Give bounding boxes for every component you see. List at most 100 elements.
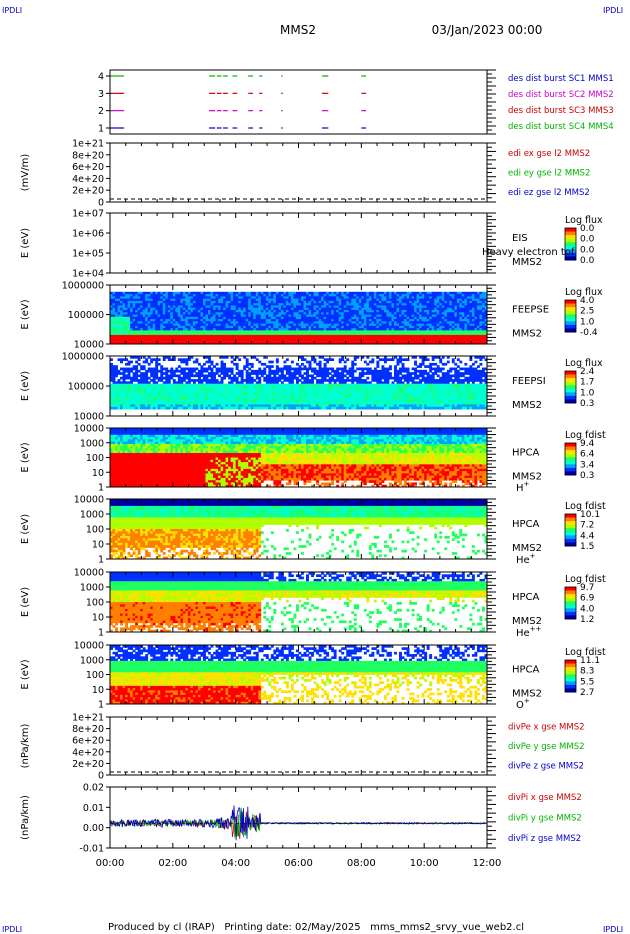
spectrogram-cell [251, 317, 254, 320]
spectrogram-cell [261, 393, 264, 396]
spectrogram-cell [155, 365, 158, 368]
spectrogram-cell [183, 319, 186, 322]
spectrogram-cell [231, 361, 234, 364]
spectrogram-cell [185, 317, 188, 320]
spectrogram-cell [145, 301, 148, 304]
spectrogram-cell [389, 326, 392, 329]
spectrogram-cell [386, 310, 389, 313]
spectrogram-cell [231, 294, 234, 297]
spectrogram-cell [309, 317, 312, 320]
spectrogram-cell [183, 337, 186, 340]
spectrogram-cell [246, 324, 249, 327]
spectrogram-cell [123, 339, 126, 342]
spectrogram-cell [432, 312, 435, 315]
spectrogram-cell [457, 292, 460, 295]
spectrogram-cell [397, 296, 400, 299]
spectrogram-cell [115, 339, 118, 342]
spectrogram-cell [193, 333, 196, 336]
spectrogram-cell [261, 363, 264, 366]
spectrogram-cell [419, 319, 422, 322]
spectrogram-cell [283, 296, 286, 299]
spectrogram-cell [188, 368, 191, 371]
spectrogram-cell [135, 379, 138, 382]
spectrogram-cell [180, 294, 183, 297]
spectrogram-cell [128, 377, 131, 380]
spectrogram-cell [336, 315, 339, 318]
spectrogram-cell [273, 381, 276, 384]
spectrogram-cell [236, 384, 239, 387]
spectrogram-cell [439, 330, 442, 333]
spectrogram-cell [472, 317, 475, 320]
colorbar-segment [565, 314, 576, 318]
spectrogram-cell [346, 303, 349, 306]
spectrogram-cell [422, 310, 425, 313]
spectrogram-cell [158, 308, 161, 311]
spectrogram-cell [145, 398, 148, 401]
spectrogram-cell [140, 384, 143, 387]
spectrogram-cell [384, 330, 387, 333]
spectrogram-cell [351, 337, 354, 340]
spectrogram-cell [482, 303, 485, 306]
spectrogram-cell [233, 407, 236, 410]
spectrogram-cell [324, 337, 327, 340]
spectrogram-cell [326, 339, 329, 342]
spectrogram-cell [319, 294, 322, 297]
spectrogram-cell [263, 296, 266, 299]
spectrogram-cell [206, 294, 209, 297]
spectrogram-cell [118, 339, 121, 342]
spectrogram-cell [371, 315, 374, 318]
spectrogram-cell [170, 310, 173, 313]
spectrogram-cell [409, 337, 412, 340]
spectrogram-cell [120, 384, 123, 387]
spectrogram-cell [143, 377, 146, 380]
spectrogram-cell [288, 326, 291, 329]
spectrogram-cell [296, 319, 299, 322]
spectrogram-cell [193, 326, 196, 329]
spectrogram-cell [195, 303, 198, 306]
spectrogram-cell [361, 335, 364, 338]
spectrogram-cell [278, 312, 281, 315]
spectrogram-cell [311, 310, 314, 313]
spectrogram-cell [118, 319, 121, 322]
spectrogram-cell [143, 398, 146, 401]
spectrogram-cell [246, 294, 249, 297]
spectrogram-cell [454, 337, 457, 340]
spectrogram-cell [123, 335, 126, 338]
spectrogram-cell [160, 317, 163, 320]
y-tick-label: 1e+06 [72, 229, 104, 240]
spectrogram-cell [316, 335, 319, 338]
spectrogram-cell [379, 317, 382, 320]
spectrogram-cell [158, 393, 161, 396]
spectrogram-cell [180, 386, 183, 389]
spectrogram-cell [273, 330, 276, 333]
spectrogram-cell [371, 326, 374, 329]
spectrogram-cell [288, 308, 291, 311]
spectrogram-cell [248, 402, 251, 405]
spectrogram-cell [160, 292, 163, 295]
spectrogram-cell [213, 407, 216, 410]
spectrogram-cell [276, 310, 279, 313]
spectrogram-cell [256, 398, 259, 401]
spectrogram-cell [223, 312, 226, 315]
spectrogram-cell [409, 330, 412, 333]
spectrogram-cell [439, 333, 442, 336]
colorbar-segment [565, 318, 576, 322]
spectrogram-cell [301, 321, 304, 324]
spectrogram-cell [407, 296, 410, 299]
spectrogram-cell [208, 374, 211, 377]
spectrogram-cell [195, 319, 198, 322]
spectrogram-cell [369, 294, 372, 297]
spectrogram-cell [173, 398, 176, 401]
spectrogram-cell [417, 333, 420, 336]
spectrogram-cell [346, 335, 349, 338]
spectrogram-cell [437, 339, 440, 342]
spectrogram-cell [354, 305, 357, 308]
spectrogram-cell [185, 321, 188, 324]
spectrogram-cell [190, 335, 193, 338]
spectrogram-cell [316, 330, 319, 333]
spectrogram-cell [165, 303, 168, 306]
spectrogram-cell [143, 368, 146, 371]
spectrogram-cell [128, 315, 131, 318]
spectrogram-cell [198, 388, 201, 391]
spectrogram-cell [243, 379, 246, 382]
